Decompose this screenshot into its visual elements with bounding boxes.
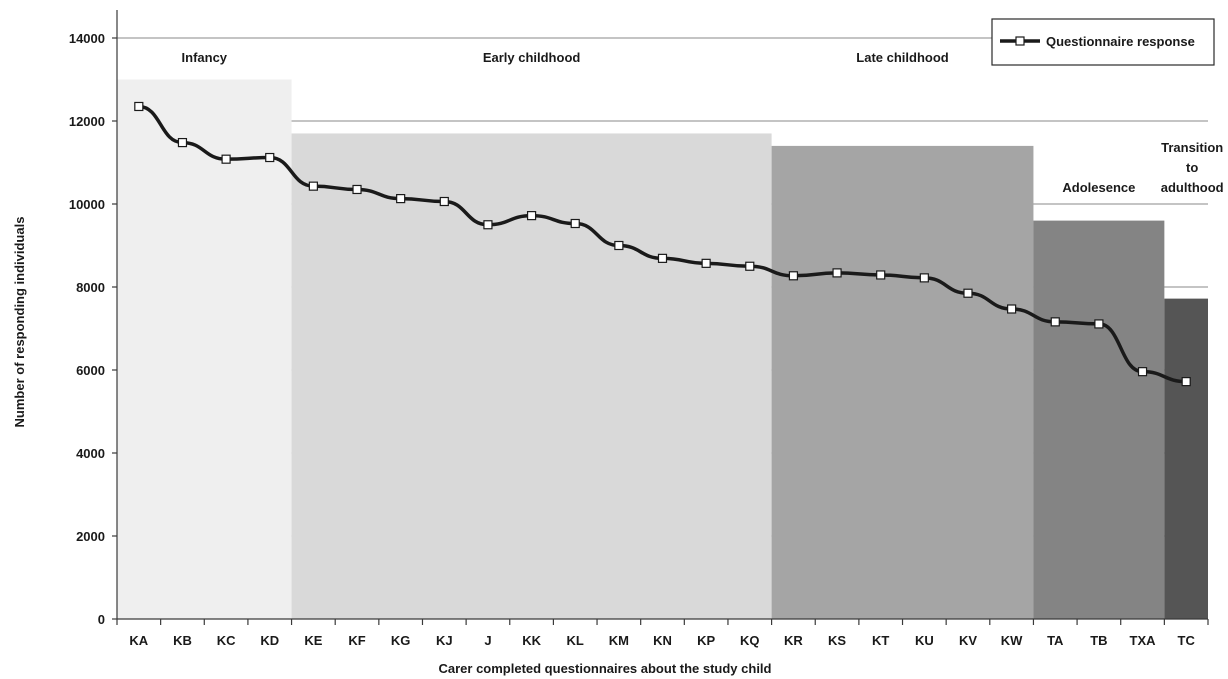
x-tick-label: KK (522, 633, 541, 648)
data-point (396, 194, 406, 204)
x-tick-label: TA (1047, 633, 1064, 648)
data-point (963, 288, 973, 298)
x-tick-label: KG (391, 633, 411, 648)
data-point (526, 211, 537, 221)
data-point (308, 181, 318, 191)
stage-region (771, 145, 1034, 619)
data-point (614, 240, 624, 251)
x-tick-label: KT (872, 633, 889, 648)
x-tick-label: TB (1090, 633, 1107, 648)
stage-label: Adolesence (1062, 180, 1135, 195)
x-tick-label: KJ (436, 633, 453, 648)
x-tick-label: KC (217, 633, 236, 648)
data-point (657, 253, 668, 263)
data-point (1050, 317, 1060, 327)
stage-region (117, 79, 292, 619)
x-tick-label: J (484, 633, 491, 648)
data-point (352, 184, 362, 195)
data-point (439, 196, 449, 207)
data-point (745, 261, 755, 271)
y-tick-label: 2000 (76, 529, 105, 544)
stage-label: Late childhood (856, 50, 949, 65)
data-point (1181, 377, 1191, 387)
x-tick-label: KA (129, 633, 148, 648)
stage-region (1033, 220, 1165, 619)
data-point (919, 273, 929, 283)
y-tick-label: 0 (98, 612, 105, 627)
y-tick-label: 14000 (69, 31, 105, 46)
series-points (134, 101, 1191, 387)
data-point (1137, 367, 1148, 377)
data-point (1007, 304, 1017, 314)
x-tick-label: TXA (1130, 633, 1157, 648)
y-tick-label: 10000 (69, 197, 105, 212)
legend-marker-swatch (1015, 36, 1025, 46)
legend: Questionnaire response (991, 18, 1215, 66)
stage-label: Infancy (182, 50, 228, 65)
x-tick-label: KU (915, 633, 934, 648)
x-tick-label: KV (959, 633, 977, 648)
x-tick-label: KW (1001, 633, 1023, 648)
data-point (876, 270, 886, 280)
data-point (570, 218, 580, 229)
tick-labels: 0 2000 4000 6000 8000 10000 12000 14000 Infancy E… (69, 31, 1224, 648)
x-tick-label: KB (173, 633, 192, 648)
stage-label: Early childhood (483, 50, 581, 65)
y-tick-label: 4000 (76, 446, 105, 461)
data-point (177, 137, 188, 148)
data-point (221, 154, 231, 164)
y-tick-label: 12000 (69, 114, 105, 129)
stage-label: Transition to adulthood (1161, 140, 1224, 195)
data-point (134, 101, 144, 112)
x-tick-label: KL (567, 633, 584, 648)
x-tick-label: KP (697, 633, 715, 648)
axes (112, 10, 1209, 625)
x-tick-label: KM (609, 633, 629, 648)
legend-label: Questionnaire response (1046, 34, 1195, 49)
x-tick-label: KQ (740, 633, 760, 648)
stage-region (1164, 298, 1208, 619)
data-point (265, 152, 275, 163)
x-axis-title: Carer completed questionnaires about the… (438, 661, 771, 676)
x-tick-label: KS (828, 633, 846, 648)
y-axis-title: Number of responding individuals (12, 217, 27, 428)
x-tick-label: TC (1178, 633, 1196, 648)
data-point (788, 271, 799, 281)
data-point (701, 258, 711, 268)
x-tick-label: KE (304, 633, 322, 648)
y-tick-label: 8000 (76, 280, 105, 295)
data-point (483, 220, 493, 230)
x-tick-label: KD (260, 633, 279, 648)
x-tick-label: KF (348, 633, 365, 648)
data-point (832, 268, 842, 278)
x-tick-label: KR (784, 633, 803, 648)
data-point (1094, 319, 1104, 329)
x-tick-label: KN (653, 633, 672, 648)
y-tick-label: 6000 (76, 363, 105, 378)
stage-region (291, 133, 772, 619)
